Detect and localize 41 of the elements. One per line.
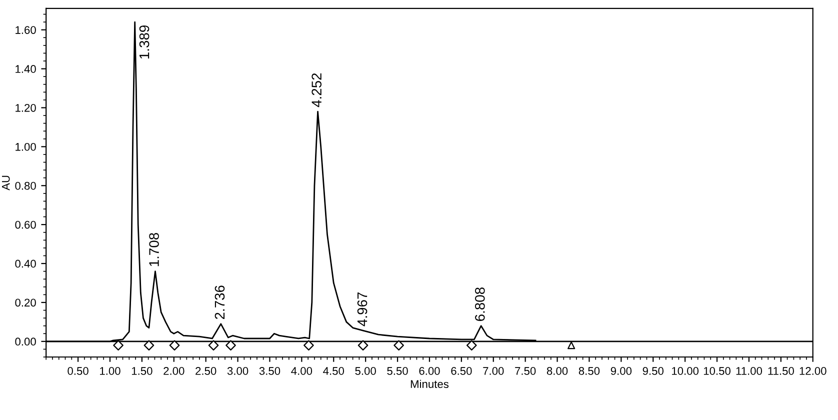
x-tick-label: 2.00: [164, 367, 184, 375]
x-tick-label: 2.50: [196, 367, 216, 375]
x-tick-label: 3.50: [259, 367, 280, 375]
annotation: 2.736: [214, 286, 225, 320]
x-tick-label: 11.00: [736, 367, 762, 375]
y-axis-title: AU: [2, 176, 10, 190]
y-tick-label: 1.20: [16, 104, 36, 112]
y-tick-label: 1.00: [16, 142, 36, 151]
x-tick-label: 4.50: [323, 367, 344, 375]
y-tick-label: 0.80: [15, 182, 36, 190]
x-tick-label: 7.50: [515, 367, 536, 375]
annotation: 6.808: [474, 288, 485, 321]
x-axis-title: Minutes: [410, 380, 449, 388]
y-tick-label: 0.00: [15, 338, 36, 346]
x-tick-label: 5.50: [387, 367, 408, 375]
x-tick-label: 11.50: [768, 367, 794, 375]
x-tick-label: 8.50: [578, 367, 600, 375]
x-tick-label: 1.00: [100, 367, 120, 375]
x-tick-label: 10.00: [672, 367, 699, 375]
annotation: 1.708: [149, 232, 159, 266]
x-tick-label: 3.00: [227, 367, 248, 375]
x-tick-label: 1.50: [132, 367, 152, 375]
annotation: 4.252: [312, 73, 322, 108]
x-tick-label: 7.00: [483, 367, 504, 375]
x-tick-label: 5.00: [355, 367, 376, 375]
y-tick-label: 1.60: [16, 26, 36, 34]
y-tick-label: 1.40: [16, 65, 36, 73]
x-tick-label: 9.50: [642, 367, 664, 375]
x-tick-label: 9.00: [610, 367, 632, 375]
y-tick-label: 0.60: [15, 220, 36, 229]
x-tick-label: 10.50: [704, 367, 730, 375]
x-tick-label: 6.00: [419, 367, 440, 375]
x-tick-label: 8.00: [546, 367, 568, 375]
x-tick-label: 4.00: [291, 367, 312, 375]
x-tick-label: 6.50: [451, 367, 472, 375]
x-tick-label: 12.00: [800, 367, 826, 375]
y-tick-label: 0.40: [15, 260, 36, 268]
annotation: 1.389: [139, 25, 150, 59]
y-tick-label: 0.20: [15, 298, 36, 307]
annotation: 4.967: [357, 292, 368, 326]
x-tick-label: 0.50: [68, 367, 88, 375]
